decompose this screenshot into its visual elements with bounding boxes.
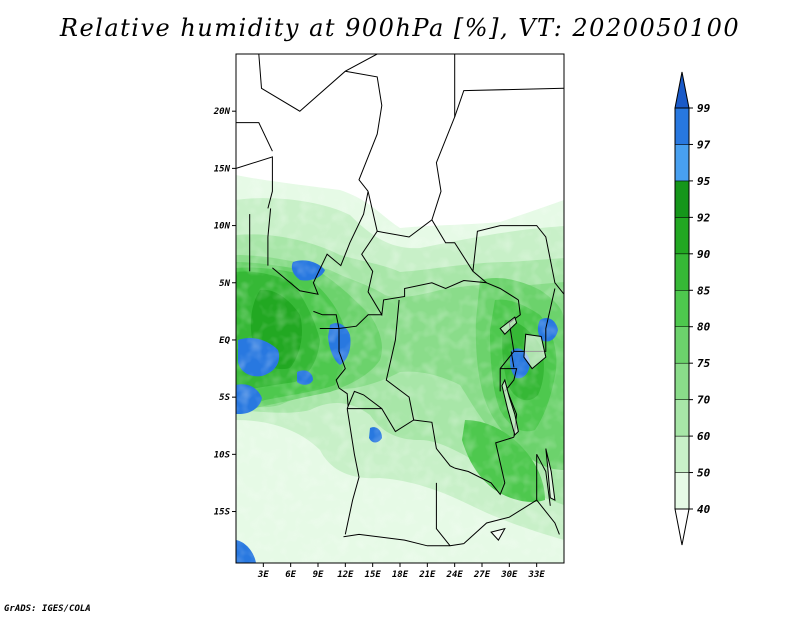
colorbar-under-triangle	[674, 508, 690, 546]
colorbar-level-label: 40	[697, 503, 711, 516]
colorbar-swatch	[674, 253, 690, 291]
colorbar-level-label: 85	[697, 284, 711, 297]
colorbar-swatch	[674, 290, 690, 327]
lon-tick-label: 12E	[337, 570, 354, 580]
lat-tick-label: 10S	[214, 450, 231, 460]
colorbar-level-label: 92	[697, 211, 711, 224]
colorbar-level-label: 99	[697, 102, 711, 115]
colorbar-swatch	[674, 326, 690, 364]
map-title: Relative humidity at 900hPa [%], VT: 202…	[59, 14, 741, 42]
colorbar-level-label: 75	[697, 357, 711, 370]
colorbar-over-triangle	[674, 71, 690, 109]
colorbar-swatch	[674, 399, 690, 437]
lat-tick-label: 5S	[219, 393, 230, 403]
colorbar-swatch	[674, 472, 690, 510]
colorbar-swatch	[674, 362, 690, 400]
lon-tick-label: 15E	[365, 570, 382, 580]
lon-tick-label: 27E	[473, 570, 491, 580]
lon-tick-label: 30E	[500, 570, 518, 580]
lon-tick-label: 9E	[313, 570, 324, 580]
colorbar-swatch	[674, 217, 690, 255]
humidity-field	[236, 54, 564, 563]
colorbar-level-label: 50	[697, 467, 711, 480]
colorbar-level-label: 95	[697, 175, 711, 188]
lon-tick-label: 21E	[418, 570, 436, 580]
lat-tick-label: EQ	[219, 336, 230, 346]
lon-tick-label: 33E	[528, 570, 546, 580]
colorbar-level-label: 70	[697, 394, 711, 407]
lon-tick-label: 6E	[285, 570, 296, 580]
colorbar-level-label: 80	[697, 321, 711, 334]
colorbar-level-label: 90	[697, 248, 711, 261]
lon-tick-label: 24E	[446, 570, 464, 580]
lat-tick-label: 15N	[214, 164, 231, 174]
colorbar-swatch	[674, 435, 690, 473]
colorbar-level-label: 60	[697, 430, 711, 443]
colorbar: 40 50 60 70 75 80 85 90 92 95 97 99	[674, 71, 711, 546]
lat-tick-label: 5N	[219, 279, 230, 289]
grads-credit: GrADS: IGES/COLA	[4, 604, 91, 614]
lat-tick-label: 15S	[214, 508, 231, 518]
country-borders	[236, 54, 564, 547]
colorbar-swatch	[674, 107, 690, 145]
colorbar-level-label: 97	[697, 138, 711, 151]
lon-tick-label: 3E	[257, 570, 269, 580]
lat-tick-label: 10N	[214, 222, 231, 232]
colorbar-swatch	[674, 144, 690, 182]
lat-tick-label: 20N	[213, 107, 231, 117]
longitude-ticks: 3E 6E 9E 12E 15E 18E 21E 24E 27E 30E 33E	[257, 563, 545, 580]
latitude-ticks: 20N 15N 10N 5N EQ 5S 10S 15S	[213, 107, 236, 518]
lon-tick-label: 18E	[392, 570, 409, 580]
colorbar-swatch	[674, 180, 690, 218]
